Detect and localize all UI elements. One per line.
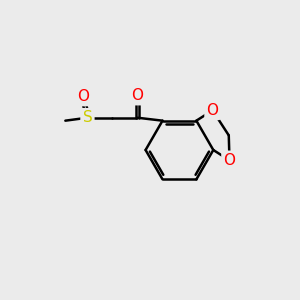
Text: O: O: [207, 103, 219, 118]
Text: O: O: [77, 89, 89, 104]
Text: O: O: [131, 88, 143, 103]
Text: S: S: [82, 110, 92, 125]
Text: O: O: [224, 153, 236, 168]
